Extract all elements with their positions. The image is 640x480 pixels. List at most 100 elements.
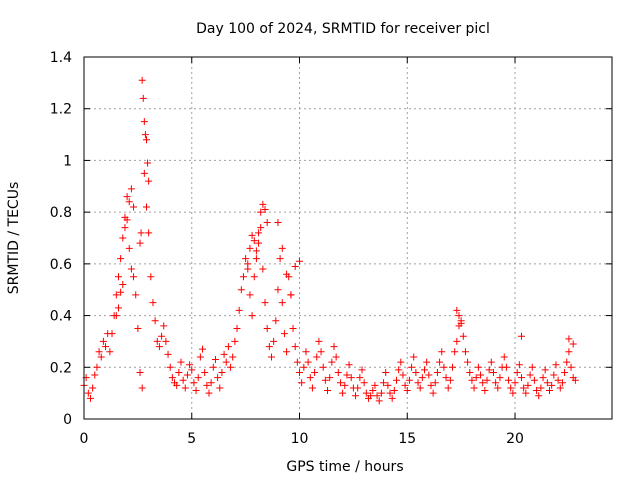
data-point: [108, 330, 116, 338]
data-point: [494, 384, 502, 392]
data-point: [431, 379, 439, 387]
data-point: [127, 265, 135, 273]
data-point: [537, 384, 545, 392]
data-point: [89, 384, 97, 392]
data-point: [509, 389, 517, 397]
data-point: [535, 392, 543, 400]
data-point: [86, 394, 94, 402]
data-point: [474, 363, 482, 371]
data-point: [145, 229, 153, 237]
data-point: [149, 299, 157, 307]
data-point: [315, 337, 323, 345]
data-point: [141, 131, 149, 139]
data-point: [354, 384, 362, 392]
data-point: [362, 389, 370, 397]
data-point: [134, 325, 142, 332]
data-point: [291, 343, 299, 351]
data-point: [470, 384, 478, 392]
data-point: [343, 371, 351, 379]
y-tick-label: 0: [63, 412, 72, 428]
data-point: [201, 368, 209, 376]
data-point: [442, 374, 450, 382]
data-point: [526, 371, 534, 379]
data-point: [142, 136, 150, 144]
data-point: [377, 389, 385, 397]
data-point: [112, 312, 120, 320]
data-point: [263, 325, 271, 332]
data-point: [429, 389, 437, 397]
data-point: [257, 224, 265, 232]
data-point: [390, 387, 398, 395]
data-point: [440, 363, 448, 371]
data-point: [313, 353, 321, 361]
data-point: [186, 361, 194, 369]
data-point: [190, 379, 198, 387]
data-point: [168, 374, 176, 382]
data-point: [102, 343, 110, 351]
data-point: [267, 353, 275, 361]
data-point: [106, 348, 114, 356]
data-point: [293, 358, 301, 366]
data-point: [257, 208, 265, 216]
data-point: [444, 384, 452, 392]
data-point: [84, 389, 92, 397]
data-point: [352, 392, 360, 400]
data-point: [216, 384, 224, 392]
data-point: [539, 374, 547, 382]
data-point: [270, 337, 278, 345]
data-point: [423, 358, 431, 366]
data-point: [140, 169, 148, 177]
data-point: [451, 348, 459, 356]
data-point: [265, 343, 273, 351]
data-point: [455, 312, 463, 320]
data-point: [276, 255, 284, 263]
data-point: [296, 257, 304, 265]
data-point: [477, 371, 485, 379]
data-point: [459, 332, 467, 340]
data-point: [278, 244, 286, 252]
data-point: [173, 381, 181, 389]
data-point: [235, 306, 243, 314]
data-point: [283, 270, 291, 278]
data-point: [224, 343, 232, 351]
data-point: [246, 291, 254, 299]
data-point: [414, 379, 422, 387]
data-point: [375, 397, 383, 405]
data-point: [158, 332, 166, 340]
data-point: [231, 337, 239, 345]
data-point: [296, 368, 304, 376]
data-point: [403, 387, 411, 395]
data-point: [496, 374, 504, 382]
data-point: [565, 348, 573, 356]
data-point: [218, 368, 226, 376]
y-axis-label: SRMTID / TECUs: [6, 182, 22, 295]
data-point: [511, 379, 519, 387]
data-point: [380, 379, 388, 387]
data-point: [468, 376, 476, 384]
data-point: [175, 368, 183, 376]
data-point: [412, 368, 420, 376]
data-point: [492, 379, 500, 387]
data-point: [114, 273, 122, 281]
data-point: [93, 363, 101, 371]
data-point: [248, 231, 256, 239]
data-point: [571, 376, 579, 384]
data-point: [222, 358, 230, 366]
data-point: [153, 337, 161, 345]
data-point: [386, 389, 394, 397]
data-point: [528, 363, 536, 371]
data-point: [125, 198, 133, 206]
data-point: [561, 368, 569, 376]
data-point: [332, 353, 340, 361]
y-tick-label: 1.2: [50, 102, 72, 118]
data-point: [291, 262, 299, 270]
axis-ticks: 0 0.2 0.4 0.6 0.8 1 1.2 1.4 0 5 10 15 20: [50, 50, 612, 447]
data-point: [244, 260, 252, 268]
data-point: [289, 325, 297, 332]
data-point: [408, 363, 416, 371]
data-point: [227, 363, 235, 371]
data-point: [300, 363, 308, 371]
data-point: [138, 76, 146, 84]
data-point: [453, 306, 461, 314]
data-point: [554, 376, 562, 384]
